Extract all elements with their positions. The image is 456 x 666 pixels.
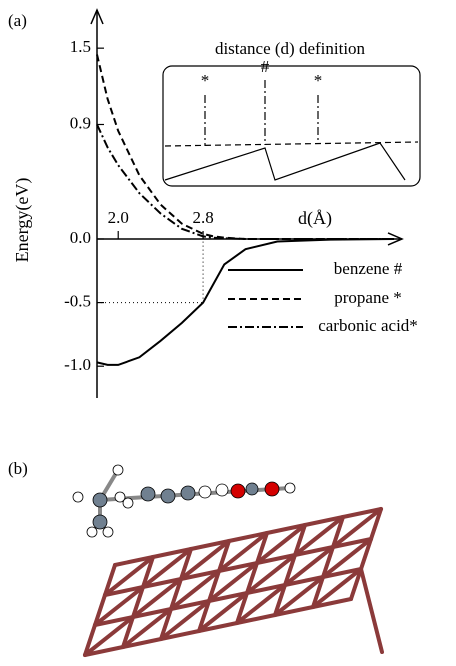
panel-label: (a) (8, 11, 27, 30)
panel-label: (b) (8, 459, 28, 478)
atom (216, 484, 228, 496)
inset-sawtooth (165, 143, 405, 180)
legend-label: carbonic acid* (318, 316, 418, 335)
series-line (97, 55, 394, 240)
atom (93, 493, 107, 507)
atom (161, 489, 175, 503)
atom (265, 482, 279, 496)
atom (246, 483, 258, 495)
atom (231, 484, 245, 498)
y-tick-label: 1.5 (70, 37, 91, 56)
molecule (73, 465, 295, 537)
x-axis-label: d(Å) (298, 208, 332, 229)
figure: (a) (b) Energy(eV) d(Å) distance (d) def… (0, 0, 456, 666)
inset-title: distance (d) definition (215, 39, 366, 58)
atom (285, 483, 295, 493)
series-line (97, 125, 394, 240)
atom (199, 486, 211, 498)
legend-label: propane * (334, 288, 402, 307)
inset-marker: * (314, 71, 323, 90)
atom (87, 527, 97, 537)
y-tick-label: 0.0 (70, 228, 91, 247)
atom (113, 465, 123, 475)
inset-marker: # (261, 57, 270, 76)
atom (123, 498, 133, 508)
atom (93, 515, 107, 529)
y-tick-label: -1.0 (64, 355, 91, 374)
x-tick-label: 2.0 (108, 208, 129, 227)
x-tick-label: 2.8 (192, 208, 213, 227)
atom (141, 487, 155, 501)
y-tick-label: -0.5 (64, 291, 91, 310)
y-tick-label: 0.9 (70, 113, 91, 132)
atom (181, 486, 195, 500)
atom (73, 492, 83, 502)
lattice-bond (361, 569, 382, 652)
legend-label: benzene # (334, 259, 403, 278)
page: (a) (b) Energy(eV) d(Å) distance (d) def… (0, 0, 456, 666)
y-axis-label: Energy(eV) (12, 178, 33, 263)
surface-lattice (85, 509, 382, 655)
atom (103, 527, 113, 537)
inset-marker: * (201, 71, 210, 90)
